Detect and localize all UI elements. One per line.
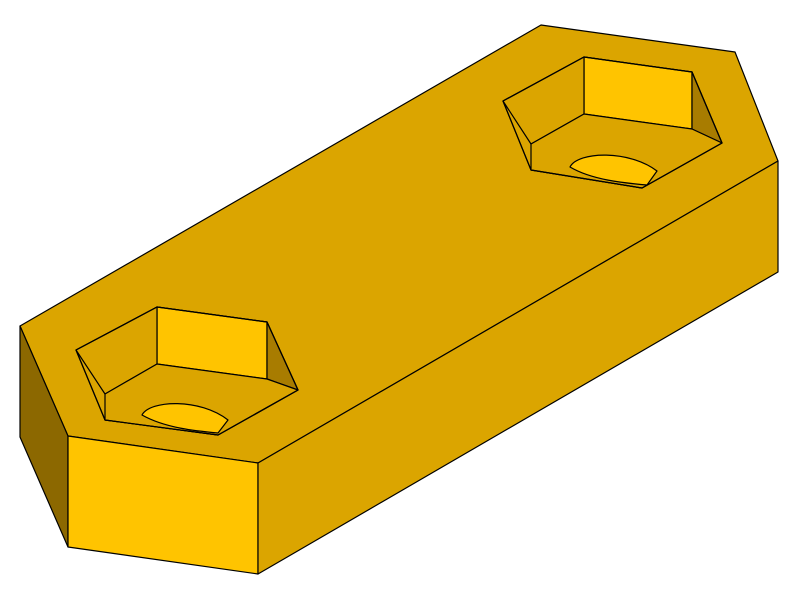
- right-side-face: [257, 160, 779, 575]
- hex-pocket-right-rim: [502, 56, 723, 189]
- hex-pocket-left-bore: [141, 403, 229, 434]
- hex-pocket-left[interactable]: [75, 306, 299, 436]
- hex-pocket-right-bore: [569, 154, 658, 186]
- hex-pocket-right[interactable]: [502, 56, 723, 189]
- hex-pocket-left-rim: [75, 306, 299, 436]
